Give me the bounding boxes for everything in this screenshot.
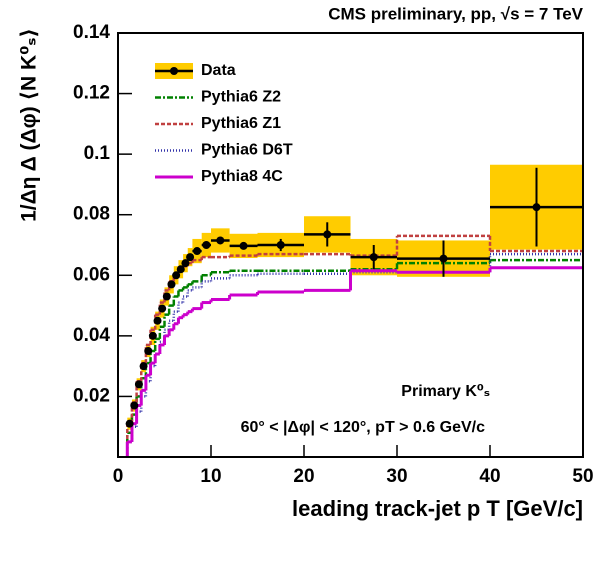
data-point [158,304,167,313]
y-tick-label: 0.06 [73,264,110,285]
data-point [193,247,202,256]
data-point [216,236,225,245]
data-point [162,292,171,301]
data-point [239,241,248,250]
data-point [134,380,143,389]
x-tick-label: 30 [386,466,407,487]
y-tick-label: 0.1 [84,143,111,164]
x-tick-label: 20 [293,466,314,487]
data-point [532,203,541,212]
data-point [172,271,181,280]
data-point [139,362,148,371]
data-point [439,254,448,263]
data-point [323,230,332,239]
y-tick-label: 0.08 [73,204,110,225]
y-tick-label: 0.04 [73,325,110,346]
data-point [186,253,195,262]
x-tick-label: 50 [572,466,593,487]
step-connector [125,267,492,457]
chart-title: CMS preliminary, pp, √s = 7 TeV [328,4,583,23]
legend-swatch [170,67,178,75]
data-point [369,253,378,262]
plot-frame [117,32,584,458]
data-point [181,259,190,268]
annotation: Primary K⁰ₛ [401,383,490,400]
x-tick-label: 0 [113,466,124,487]
legend-label: Pythia8 4C [201,168,283,185]
legend-label: Pythia6 D6T [201,142,293,159]
data-point [276,241,285,249]
data-point [167,280,176,289]
data-point [202,241,211,249]
y-tick-label: 0.02 [73,385,110,406]
y-tick-label: 0.14 [73,22,110,43]
data-point [153,316,162,325]
annotation: 60° < |Δφ| < 120°, pT > 0.6 GeV/c [241,419,485,436]
x-tick-label: 10 [200,466,221,487]
data-point [148,331,157,340]
data-point [130,401,139,410]
legend-label: Data [201,62,236,79]
legend-label: Pythia6 Z2 [201,89,281,106]
data-point [144,347,153,355]
data-point [125,419,134,428]
data-point [176,265,185,274]
y-tick-label: 0.12 [73,83,110,104]
x-axis-label: leading track-jet p T [GeV/c] [292,496,583,521]
x-tick-label: 40 [479,466,500,487]
y-axis-label: 1/Δη Δ (Δφ) ⟨N K⁰ₛ⟩ [18,28,41,222]
legend-label: Pythia6 Z1 [201,115,281,132]
